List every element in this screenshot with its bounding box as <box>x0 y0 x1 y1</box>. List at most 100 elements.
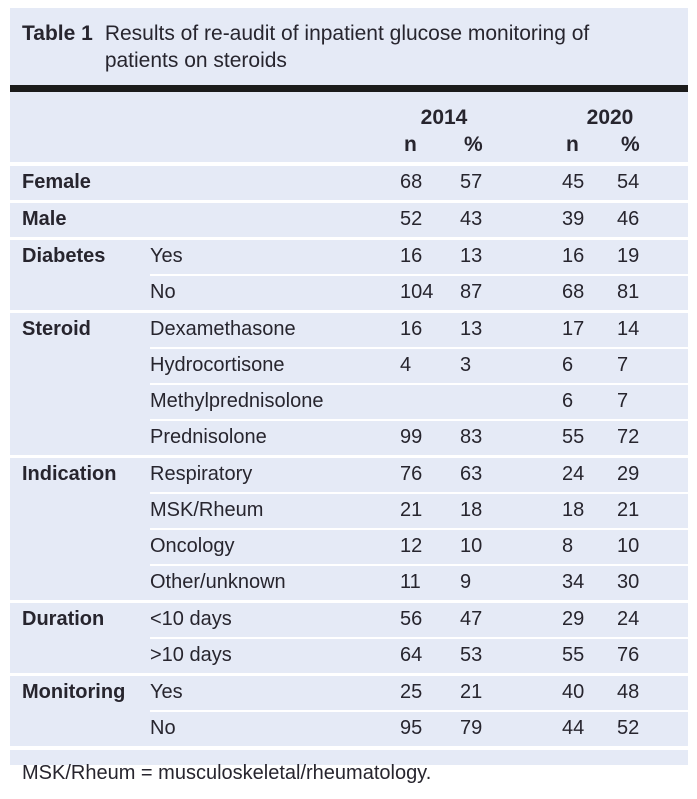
row-label: Yes <box>150 245 183 268</box>
value-2020-pct: 7 <box>617 346 688 383</box>
value-2014-n: 52 <box>400 208 423 231</box>
row-label: No <box>150 709 400 746</box>
value-2014-pct: 21 <box>460 681 483 704</box>
value-2020-pct: 14 <box>617 318 640 341</box>
value-2020-n: 24 <box>562 463 585 486</box>
value-2014-n <box>400 382 460 419</box>
value-2020-n: 18 <box>562 491 617 528</box>
value-2014-pct: 83 <box>460 418 562 455</box>
value-2020-n: 40 <box>562 681 585 704</box>
row-label: Respiratory <box>150 463 253 486</box>
value-2014-pct: 57 <box>460 171 483 194</box>
table-row-duration-lt10: Duration <10 days 56 47 29 24 <box>10 599 688 637</box>
table-row-male: Male 52 43 39 46 <box>10 199 688 237</box>
year-2014-label: 2014 <box>420 105 468 129</box>
table-body: Female 68 57 45 54 Male 52 43 39 46 Diab… <box>10 166 688 746</box>
value-2014-n: 68 <box>400 171 423 194</box>
table-header: 2014 2020 n % n % <box>10 92 688 166</box>
category-label: Duration <box>22 608 105 631</box>
value-2014-n: 11 <box>400 563 460 600</box>
value-2020-n: 17 <box>562 318 585 341</box>
pct-header-2020: % <box>621 132 640 156</box>
value-2014-pct: 79 <box>460 709 562 746</box>
value-2014-n: 104 <box>400 273 460 310</box>
value-2014-pct: 3 <box>460 346 562 383</box>
pct-header-2014: % <box>464 132 483 156</box>
value-2020-n: 45 <box>562 171 585 194</box>
table-row-diabetes-no: No 104 87 68 81 <box>10 273 688 310</box>
row-label: <10 days <box>150 608 232 631</box>
value-2020-n: 44 <box>562 709 617 746</box>
row-label: Hydrocortisone <box>150 346 400 383</box>
n-header-2014: n <box>404 132 417 156</box>
value-2020-n: 29 <box>562 608 585 631</box>
table-row-indication-mskrheum: MSK/Rheum 21 18 18 21 <box>10 491 688 528</box>
value-2020-pct: 72 <box>617 418 688 455</box>
table-card: Table 1 Results of re-audit of inpatient… <box>10 8 688 784</box>
value-2020-n: 55 <box>562 636 617 673</box>
value-2014-pct: 47 <box>460 608 483 631</box>
page: { "theme": { "table_background": "#e5eaf… <box>10 8 688 784</box>
value-2014-pct: 13 <box>460 318 483 341</box>
value-2020-pct: 76 <box>617 636 688 673</box>
year-header-row: 2014 2020 <box>10 106 688 133</box>
value-2014-pct: 87 <box>460 273 562 310</box>
value-2020-pct: 19 <box>617 245 640 268</box>
n-header-2020: n <box>566 132 579 156</box>
category-label: Steroid <box>22 318 91 341</box>
value-2014-pct: 43 <box>460 208 483 231</box>
value-2014-pct: 53 <box>460 636 562 673</box>
row-label: Methylprednisolone <box>150 382 400 419</box>
value-2020-pct: 52 <box>617 709 688 746</box>
year-2014-header: 2014 <box>400 106 562 133</box>
row-label: MSK/Rheum <box>150 491 400 528</box>
table-number: Table 1 <box>22 22 93 45</box>
value-2020-pct: 54 <box>617 171 640 194</box>
category-label: Monitoring <box>22 681 126 704</box>
row-label: Oncology <box>150 527 400 564</box>
table-caption: Table 1 Results of re-audit of inpatient… <box>10 8 688 92</box>
value-2014-n: 21 <box>400 491 460 528</box>
footnote-text: MSK/Rheum = musculoskeletal/rheumatology… <box>22 761 432 784</box>
value-2020-n: 68 <box>562 273 617 310</box>
value-2014-pct: 18 <box>460 491 562 528</box>
row-label <box>150 166 400 200</box>
table-row-steroid-dexamethasone: Steroid Dexamethasone 16 13 17 14 <box>10 309 688 347</box>
year-2020-label: 2020 <box>586 105 634 129</box>
value-2020-pct: 21 <box>617 491 688 528</box>
table-row-female: Female 68 57 45 54 <box>10 166 688 200</box>
table-row-indication-respiratory: Indication Respiratory 76 63 24 29 <box>10 454 688 492</box>
table-row-monitoring-no: No 95 79 44 52 <box>10 709 688 746</box>
table-row-indication-other: Other/unknown 11 9 34 30 <box>10 563 688 600</box>
value-2014-n: 12 <box>400 527 460 564</box>
row-label: Prednisolone <box>150 418 400 455</box>
value-2014-pct: 13 <box>460 245 483 268</box>
value-2014-pct <box>460 382 562 419</box>
value-2020-n: 6 <box>562 346 617 383</box>
value-2014-n: 16 <box>400 318 423 341</box>
value-2020-n: 8 <box>562 527 617 564</box>
value-2014-n: 16 <box>400 245 423 268</box>
value-2020-pct: 81 <box>617 273 688 310</box>
table-row-indication-oncology: Oncology 12 10 8 10 <box>10 527 688 564</box>
value-2020-n: 55 <box>562 418 617 455</box>
row-label: Dexamethasone <box>150 318 296 341</box>
row-label: >10 days <box>150 636 400 673</box>
table-row-monitoring-yes: Monitoring Yes 25 21 40 48 <box>10 672 688 710</box>
row-label: Other/unknown <box>150 563 400 600</box>
table-row-steroid-prednisolone: Prednisolone 99 83 55 72 <box>10 418 688 455</box>
table-row-diabetes-yes: Diabetes Yes 16 13 16 19 <box>10 236 688 274</box>
row-label: Yes <box>150 681 183 704</box>
value-2020-pct: 46 <box>617 208 640 231</box>
value-2020-n: 16 <box>562 245 585 268</box>
value-2020-pct: 10 <box>617 527 688 564</box>
value-2020-pct: 24 <box>617 608 640 631</box>
row-label: No <box>150 273 400 310</box>
value-2014-n: 95 <box>400 709 460 746</box>
value-2020-pct: 7 <box>617 382 688 419</box>
value-2014-n: 64 <box>400 636 460 673</box>
value-2020-n: 6 <box>562 382 617 419</box>
value-2020-n: 39 <box>562 208 585 231</box>
value-2014-n: 76 <box>400 463 423 486</box>
table-footnote: MSK/Rheum = musculoskeletal/rheumatology… <box>10 745 688 799</box>
